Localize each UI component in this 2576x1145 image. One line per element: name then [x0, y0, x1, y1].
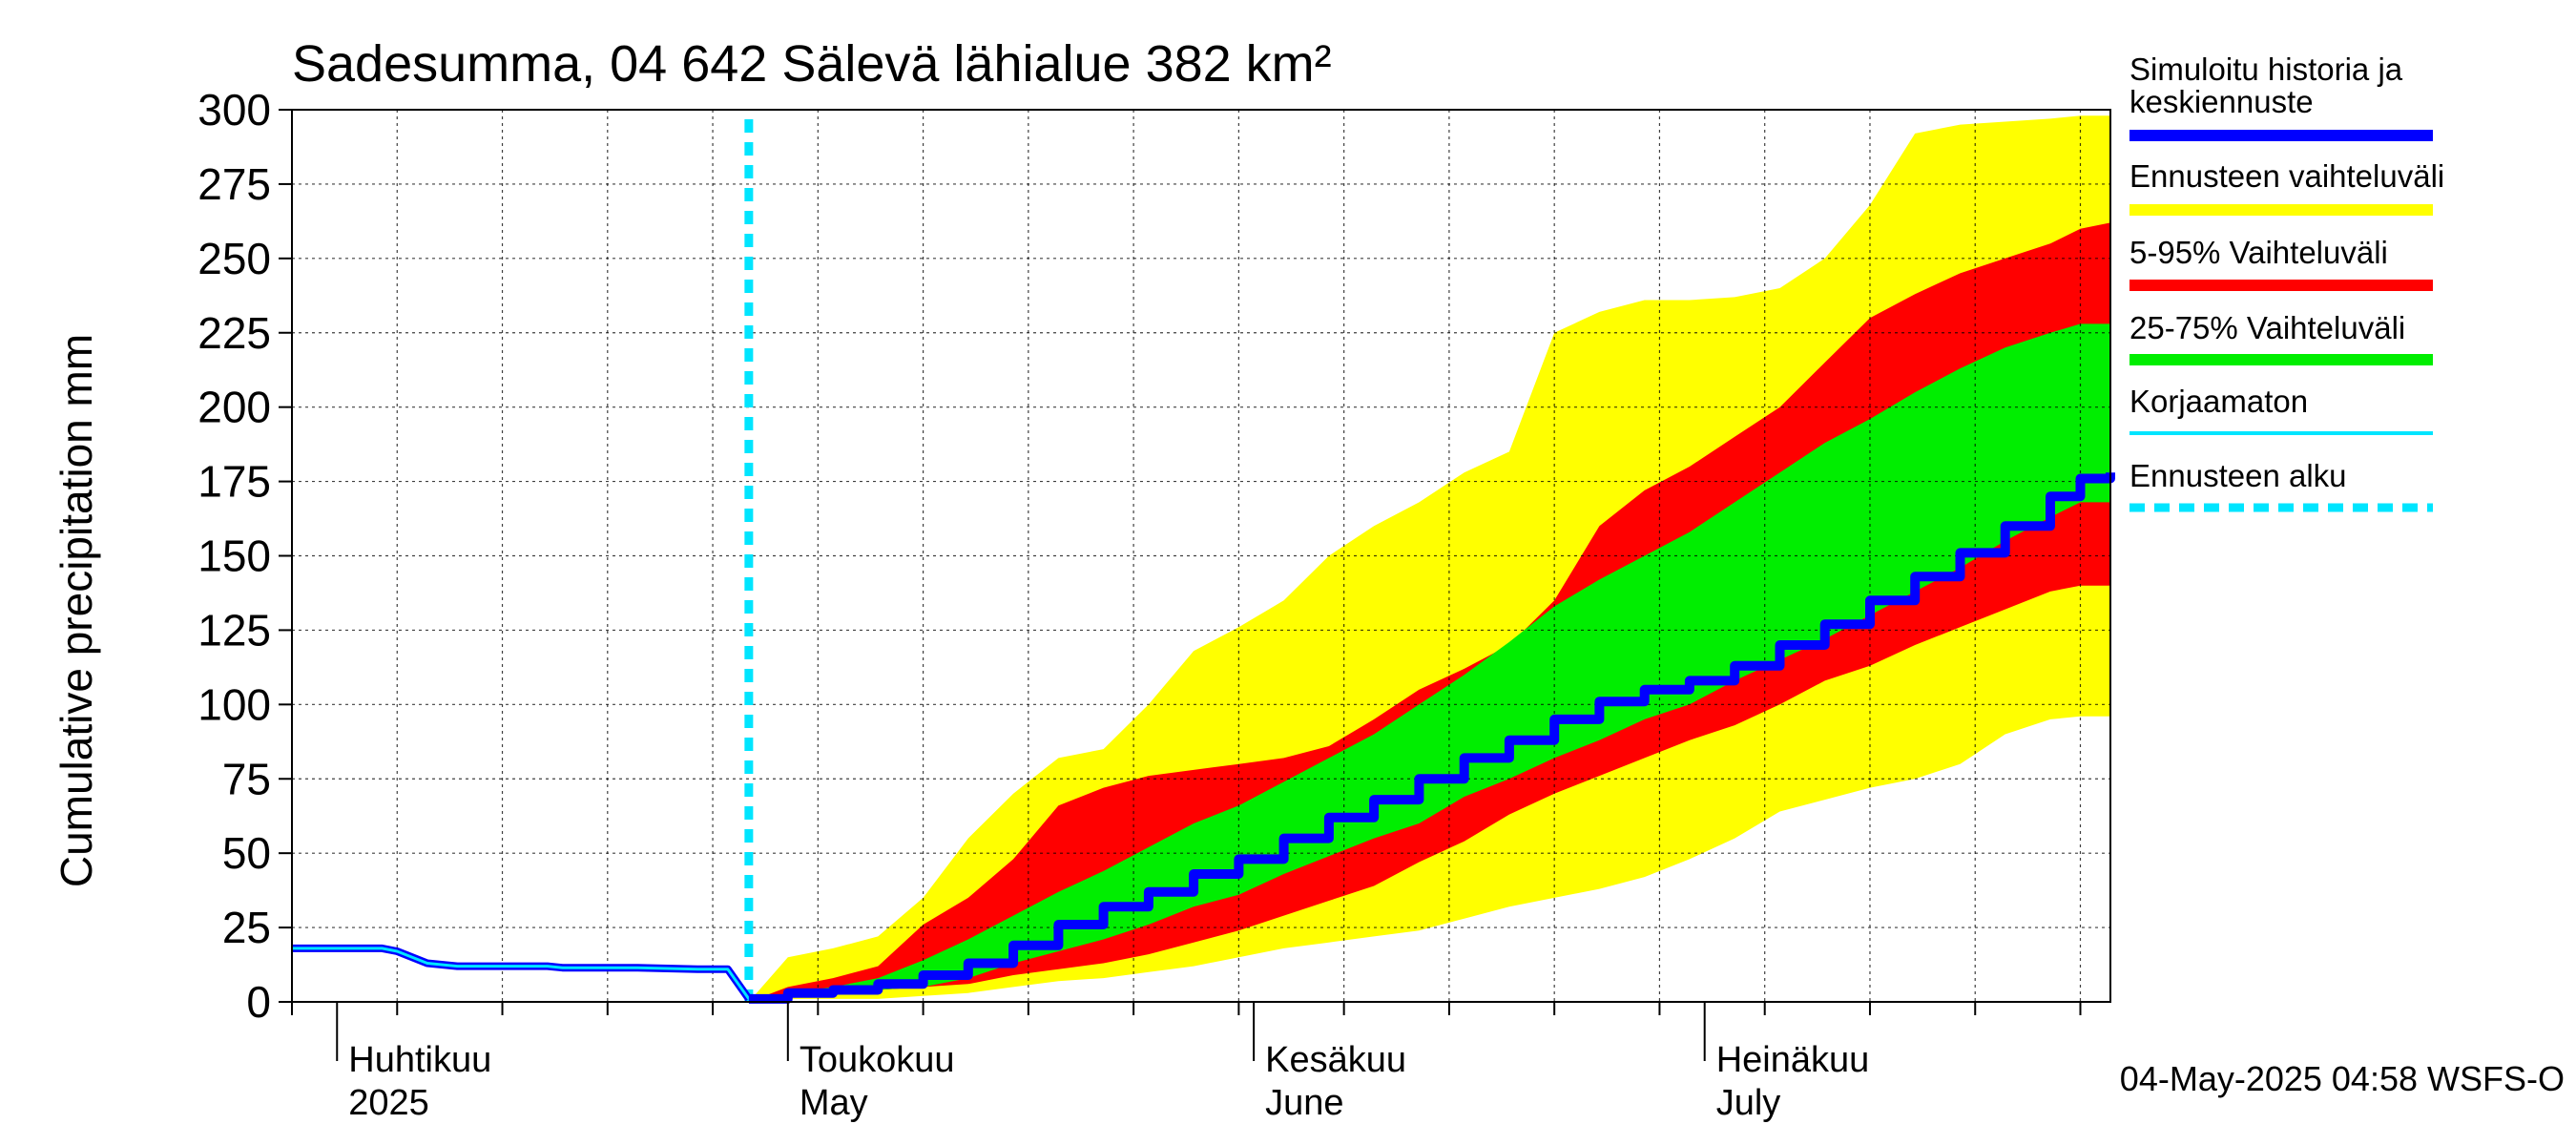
timestamp-footer: 04-May-2025 04:58 WSFS-O [2120, 1059, 2565, 1098]
legend-label-forecast-range: Ennusteen vaihteluväli [2129, 158, 2444, 194]
legend-label-band-25-75: 25-75% Vaihteluväli [2129, 310, 2405, 345]
band-5-95 [748, 222, 2110, 1002]
y-tick-label: 300 [197, 85, 271, 135]
y-tick-label: 125 [197, 605, 271, 655]
y-tick-label: 250 [197, 234, 271, 283]
band-25-75 [748, 323, 2110, 1002]
legend-label-band-5-95: 5-95% Vaihteluväli [2129, 235, 2388, 270]
legend-label-uncorrected: Korjaamaton [2129, 384, 2308, 419]
y-tick-label: 275 [197, 159, 271, 209]
month-label-en: June [1265, 1083, 1343, 1123]
y-tick-label: 75 [222, 754, 271, 803]
month-label-en: 2025 [348, 1083, 429, 1123]
y-tick-label: 175 [197, 457, 271, 507]
y-tick-label: 150 [197, 531, 271, 581]
legend-label-history-2: keskiennuste [2129, 84, 2314, 119]
month-label-fi: Toukokuu [800, 1040, 955, 1080]
y-axis-label: Cumulative precipitation mm [52, 334, 101, 887]
month-label-en: July [1716, 1083, 1781, 1123]
y-tick-label: 0 [246, 977, 271, 1027]
y-tick-label: 50 [222, 828, 271, 878]
legend-label-forecast-start: Ennusteen alku [2129, 458, 2347, 493]
y-tick-label: 225 [197, 308, 271, 358]
month-label-en: May [800, 1083, 868, 1123]
band-forecast-range [748, 115, 2110, 1002]
month-label-fi: Heinäkuu [1716, 1040, 1870, 1080]
month-label-fi: Huhtikuu [348, 1040, 491, 1080]
chart-title: Sadesumma, 04 642 Sälevä lähialue 382 km… [292, 35, 1332, 93]
month-label-fi: Kesäkuu [1265, 1040, 1406, 1080]
history-line-uncorrected [292, 947, 751, 1000]
plot-area: 0 25 50 75 100 125 150 175 200 225 250 275 300 Huhtik… [197, 85, 2115, 1123]
y-tick-label: 200 [197, 383, 271, 432]
y-tick-label: 100 [197, 679, 271, 729]
legend-label-history: Simuloitu historia ja [2129, 52, 2403, 87]
median-forecast-line [748, 472, 2115, 1004]
y-tick-label: 25 [222, 903, 271, 952]
